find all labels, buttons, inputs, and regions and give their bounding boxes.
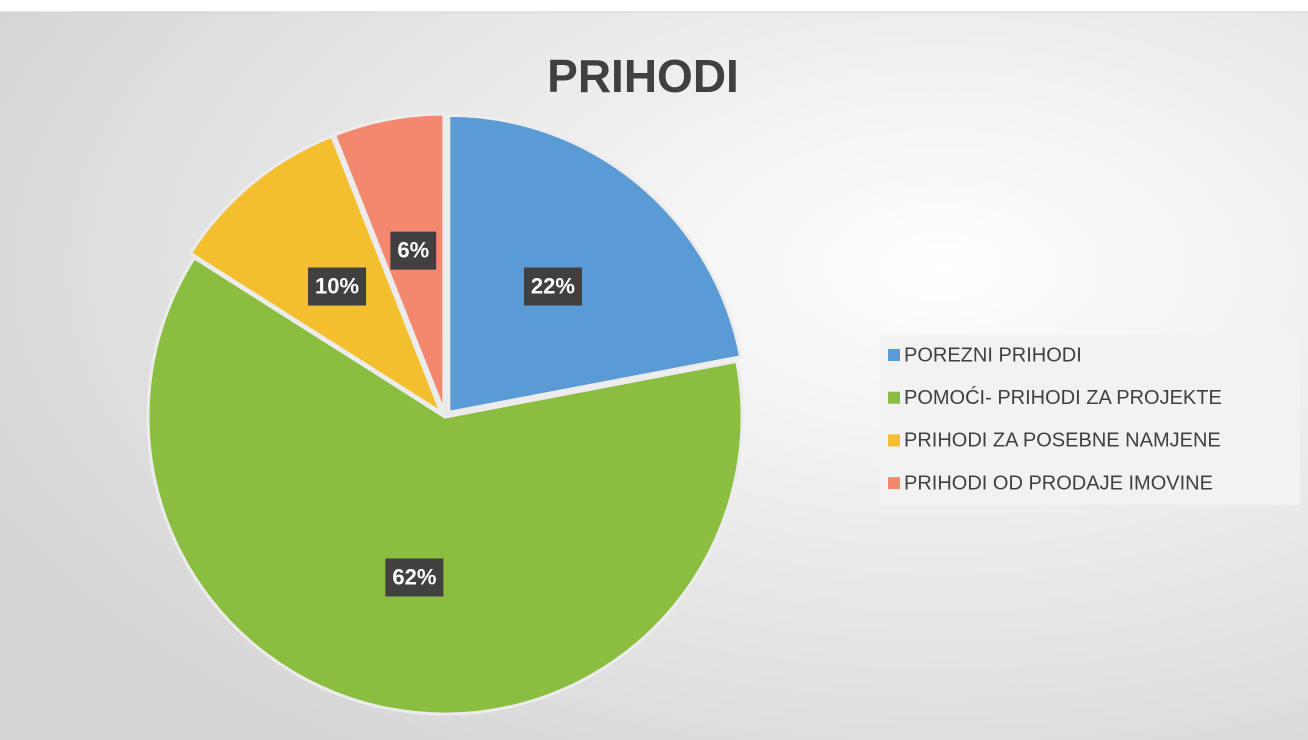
legend-label: PRIHODI ZA POSEBNE NAMJENE: [904, 430, 1221, 452]
data-label: 6%: [397, 237, 429, 262]
legend-box: [880, 335, 1300, 505]
legend-label: PRIHODI OD PRODAJE IMOVINE: [904, 472, 1213, 494]
data-label-box: [385, 558, 444, 597]
pie-slice: [447, 113, 743, 415]
legend-label: POREZNI PRIHODI: [904, 344, 1082, 366]
data-label: 62%: [392, 564, 436, 589]
legend-label: POMOĆI- PRIHODI ZA PROJEKTE: [904, 386, 1222, 409]
data-label-box: [390, 231, 437, 270]
legend-swatch: [888, 434, 900, 447]
chart-title: PRIHODI: [547, 50, 739, 102]
legend-swatch: [888, 391, 900, 404]
legend-swatch: [888, 349, 900, 361]
data-label-box: [523, 267, 582, 306]
pie-slice: [332, 112, 446, 412]
data-label-box: [308, 267, 367, 306]
pie-slice: [146, 255, 744, 716]
legend-swatch: [888, 477, 900, 490]
data-label: 10%: [315, 273, 359, 298]
data-label: 22%: [531, 273, 575, 298]
